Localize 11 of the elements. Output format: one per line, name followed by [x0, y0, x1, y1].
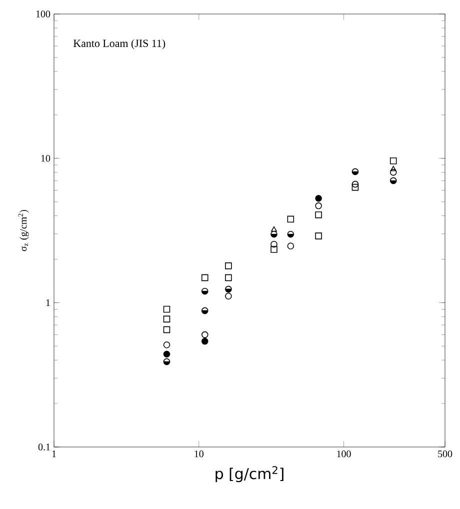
annotation: Kanto Loam (JIS 11)	[73, 39, 166, 50]
y-tick-label: 0.1	[38, 444, 50, 450]
y-tick-label: 10	[41, 154, 50, 162]
y-tick-label: 100	[36, 10, 50, 18]
y-axis-title: σ$_{z}$ (g/cm$^{2}$)	[18, 210, 29, 252]
x-tick-label: 100	[337, 450, 351, 458]
x-axis-title: p [g/cm$^{2}$]	[216, 466, 284, 482]
y-tick-label: 1	[46, 299, 50, 306]
x-tick-label: 1	[52, 450, 56, 458]
x-tick-label: 10	[194, 450, 204, 458]
x-tick-label: 500	[438, 450, 452, 458]
